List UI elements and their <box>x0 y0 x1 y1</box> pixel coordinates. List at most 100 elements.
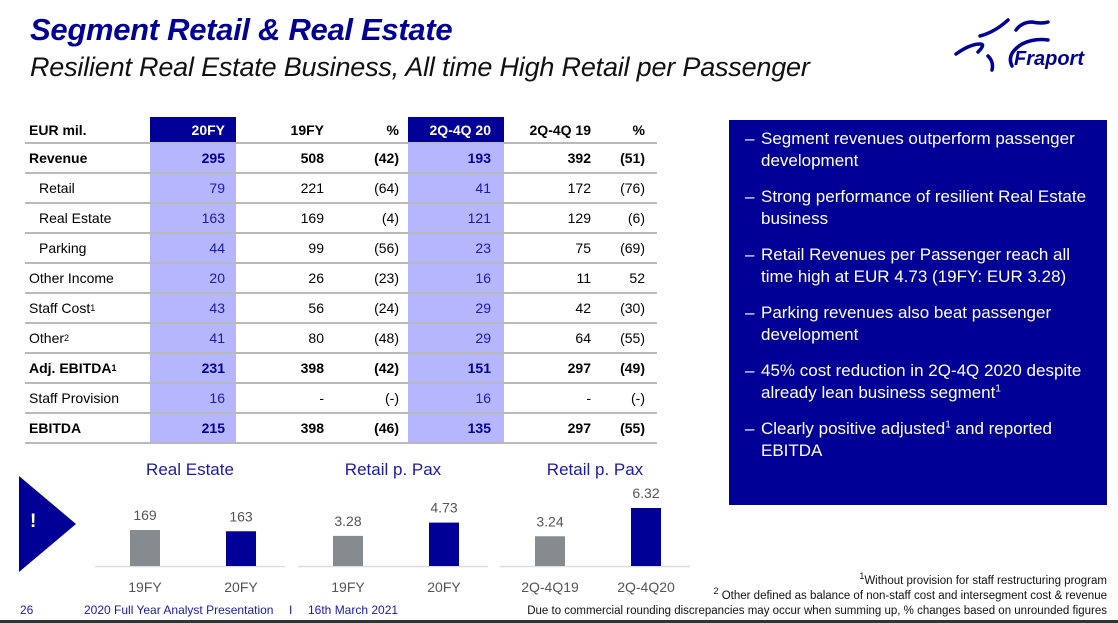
bar <box>130 530 160 566</box>
category-label: 2Q-4Q19 <box>521 579 579 595</box>
category-label: 20FY <box>427 579 461 595</box>
chart-title: Retail p. Pax <box>344 460 442 479</box>
table-row: Retail 79 221 (64) 41 172 (76) <box>25 174 657 204</box>
table-cell: 79 <box>149 174 237 202</box>
table-cell: 52 <box>629 270 645 286</box>
table-cell: 16 <box>149 384 237 412</box>
table-row: Other 2 41 80 (48) 29 64 (55) <box>25 324 657 354</box>
table-cell: 295 <box>149 144 237 172</box>
chart-real-estate: Real Estate 169 19FY 163 20FY <box>95 458 285 600</box>
table-cell: 398 <box>300 420 324 436</box>
table-cell: 44 <box>149 234 237 262</box>
table-cell: 16 <box>407 264 505 292</box>
table-cell: 41 <box>407 174 505 202</box>
column-header: 2Q-4Q 19 <box>529 121 591 138</box>
chart-title: Retail p. Pax <box>546 460 644 479</box>
table-cell: (56) <box>374 240 399 256</box>
column-header: % <box>386 121 399 138</box>
table-cell: 41 <box>149 324 237 352</box>
highlight-bullet: – Parking revenues also beat passenger de… <box>745 303 1052 344</box>
table-cell: 80 <box>308 330 324 346</box>
fraport-logo-icon <box>954 18 1050 72</box>
table-cell: 231 <box>149 354 237 382</box>
table-cell: 392 <box>567 150 591 166</box>
table-row: Real Estate 163 169 (4) 121 129 (6) <box>25 204 657 234</box>
dash-icon: – <box>745 187 755 206</box>
table-row: Staff Cost 1 43 56 (24) 29 42 (30) <box>25 294 657 324</box>
table-header-row: EUR mil. 20FY 19FY % 2Q-4Q 20 2Q-4Q 19 % <box>25 117 657 144</box>
table-cell: 297 <box>567 420 591 436</box>
table-cell: 135 <box>407 414 505 442</box>
table-cell: - <box>586 390 591 406</box>
row-label: Retail <box>39 180 75 196</box>
table-cell: 398 <box>300 360 324 376</box>
table-cell: (69) <box>620 240 645 256</box>
table-cell: (46) <box>374 420 399 436</box>
table-row: Adj. EBITDA 1 231 398 (42) 151 297 (49) <box>25 354 657 384</box>
highlight-bullet: –45% cost reduction in 2Q-4Q 2020 despit… <box>745 361 1082 402</box>
row-label: Other 2 <box>29 330 70 346</box>
presentation-date: 16th March 2021 <box>308 603 399 617</box>
dash-icon: – <box>745 303 755 322</box>
dash-icon: – <box>745 361 755 380</box>
bar <box>535 536 565 566</box>
footnote-3: Due to commercial rounding discrepancies… <box>527 605 1107 617</box>
highlights-box: – Segment revenues outperform passenger d… <box>729 120 1107 505</box>
dash-icon: – <box>745 245 755 264</box>
table-row: Revenue 295 508 (42) 193 392 (51) <box>25 144 657 174</box>
data-label: 169 <box>133 507 157 523</box>
exclamation-icon: ! <box>30 511 37 532</box>
table-cell: 23 <box>407 234 505 262</box>
row-label: Parking <box>39 240 87 256</box>
highlight-bullet: – Clearly positive adjusted1 and reported… <box>745 419 1052 460</box>
table-cell: (55) <box>620 420 645 436</box>
table-cell: (4) <box>381 210 399 226</box>
chart-retail-per-pax-fy: Retail p. Pax 3.28 19FY 4.73 20FY <box>298 458 488 600</box>
table-cell: (48) <box>374 330 399 346</box>
row-label: Real Estate <box>39 210 112 226</box>
highlight-bullet: – Segment revenues outperform passenger d… <box>745 129 1075 170</box>
table-cell: 508 <box>300 150 324 166</box>
column-header: 19FY <box>290 121 324 138</box>
page-number: 26 <box>20 603 34 617</box>
category-label: 19FY <box>128 579 162 595</box>
table-cell: (49) <box>620 360 645 376</box>
table-row: Staff Provision 16 - (-) 16 - (-) <box>25 384 657 414</box>
footnotes: 1Without provision for staff restructuri… <box>527 572 1107 619</box>
dash-icon: – <box>745 419 755 438</box>
bar <box>226 531 256 566</box>
table-cell: (76) <box>620 180 645 196</box>
footer-separator: I <box>289 603 293 617</box>
table-cell: 29 <box>407 324 505 352</box>
column-header: EUR mil. <box>29 121 87 138</box>
table-cell: 193 <box>407 144 505 172</box>
table-row: EBITDA 215 398 (46) 135 297 (55) <box>25 414 657 444</box>
table-cell: 169 <box>300 210 324 226</box>
table-cell: (30) <box>620 300 645 316</box>
page-title: Segment Retail & Real Estate <box>30 12 453 47</box>
callout-triangle-icon <box>19 476 76 572</box>
table-cell: 151 <box>407 354 505 382</box>
bar <box>429 522 459 566</box>
financial-table: EUR mil. 20FY 19FY % 2Q-4Q 20 2Q-4Q 19 %… <box>25 117 657 444</box>
table-cell: 20 <box>149 264 237 292</box>
page-subtitle: Resilient Real Estate Business, All time… <box>30 52 810 82</box>
row-label: Staff Cost 1 <box>29 300 96 316</box>
data-label: 4.73 <box>430 500 457 516</box>
table-cell: 99 <box>308 240 324 256</box>
chart-plot: 3.28 19FY 4.73 20FY <box>298 500 488 595</box>
column-header: 20FY <box>149 117 237 142</box>
table-cell: 11 <box>576 270 591 286</box>
table-cell: 26 <box>308 270 324 286</box>
table-cell: 121 <box>407 204 505 232</box>
data-label: 3.28 <box>334 513 361 529</box>
column-header: 2Q-4Q 20 <box>407 117 505 142</box>
fraport-logo-text: Fraport <box>1014 48 1084 70</box>
table-cell: 163 <box>149 204 237 232</box>
row-label: Revenue <box>29 150 88 166</box>
bottom-border <box>0 620 1118 623</box>
table-cell: 172 <box>567 180 591 196</box>
chart-title: Real Estate <box>146 460 234 479</box>
table-cell: 43 <box>149 294 237 322</box>
data-label: 6.32 <box>632 485 659 501</box>
